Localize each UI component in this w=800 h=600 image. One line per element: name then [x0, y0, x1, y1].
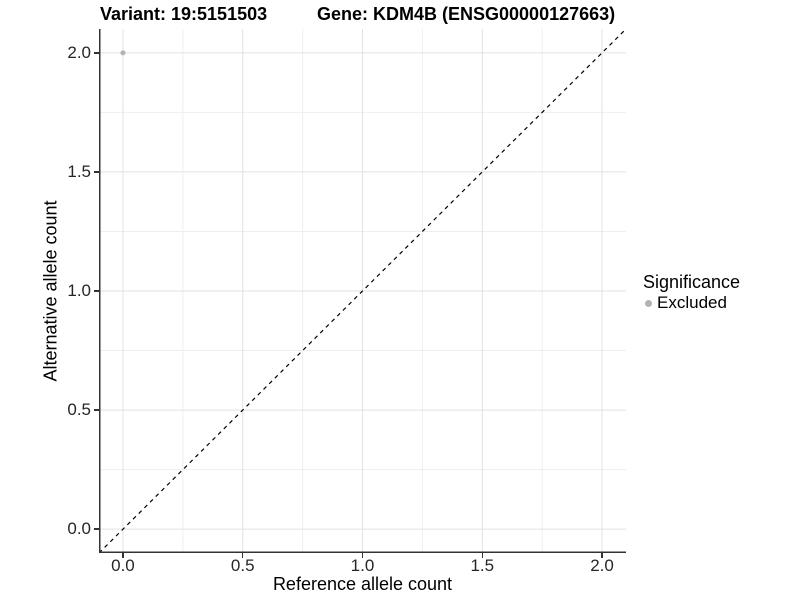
x-tick-label: 1.5 [470, 556, 495, 575]
y-tick-label: 1.5 [67, 161, 91, 181]
y-tick-mark [94, 171, 99, 173]
y-tick-mark [94, 528, 99, 530]
x-tick-mark [122, 553, 124, 558]
legend-item-excluded: Excluded [643, 293, 740, 313]
data-point-excluded [120, 50, 126, 56]
identity-reference-line [98, 28, 627, 554]
x-tick-mark [601, 553, 603, 558]
y-tick-label: 2.0 [67, 42, 91, 62]
legend: Significance Excluded [643, 272, 740, 313]
plot-title-gene: Gene: KDM4B (ENSG00000127663) [317, 4, 616, 24]
x-tick-mark [481, 553, 484, 558]
x-tick-label: 1.0 [350, 556, 375, 575]
x-tick-label: 0.5 [230, 556, 255, 575]
plot-panel [98, 28, 627, 554]
y-tick-mark [94, 409, 99, 411]
y-tick-mark [94, 290, 99, 292]
plot-title-variant: Variant: 19:5151503 [100, 4, 268, 24]
x-tick-label: 0.0 [111, 556, 135, 575]
y-tick-label: 0.0 [67, 519, 91, 539]
legend-point-icon [645, 299, 652, 307]
legend-title: Significance [643, 272, 741, 292]
x-tick-mark [361, 553, 364, 558]
y-tick-label: 1.0 [67, 281, 91, 300]
y-tick-mark [94, 52, 99, 54]
x-tick-mark [241, 553, 244, 558]
y-tick-label: 0.5 [67, 400, 91, 420]
plot-panel-canvas [98, 28, 627, 554]
x-tick-label: 2.0 [590, 556, 614, 575]
x-axis-title: Reference allele count [272, 574, 453, 594]
legend-item-label: Excluded [657, 293, 727, 312]
